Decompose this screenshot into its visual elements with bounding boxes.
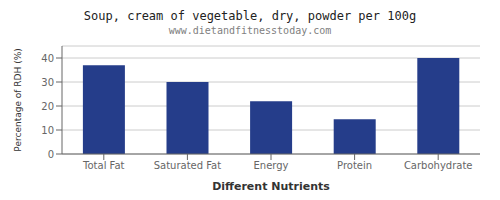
html-text:Soup, cream of vegetable, dry,: Soup, cream of vegetable, dry, powder pe… — [83, 9, 417, 23]
svg-text:30: 30 — [41, 77, 54, 88]
svg-text:Protein: Protein — [337, 160, 372, 171]
html-text:www.dietandfitnesstoday.com: www.dietandfitnesstoday.com — [168, 25, 332, 36]
svg-text:20: 20 — [41, 101, 54, 112]
svg-text:Percentage of RDH (%): Percentage of RDH (%) — [13, 48, 23, 151]
svg-text:40: 40 — [41, 53, 54, 64]
svg-text:Total Fat: Total Fat — [82, 160, 124, 171]
svg-text:Saturated Fat: Saturated Fat — [154, 160, 222, 171]
svg-text:0: 0 — [48, 149, 54, 160]
svg-text:Different Nutrients: Different Nutrients — [212, 180, 330, 192]
svg-text:10: 10 — [41, 125, 54, 136]
svg-text:Energy: Energy — [253, 160, 288, 171]
svg-text:Carbohydrate: Carbohydrate — [404, 160, 473, 171]
